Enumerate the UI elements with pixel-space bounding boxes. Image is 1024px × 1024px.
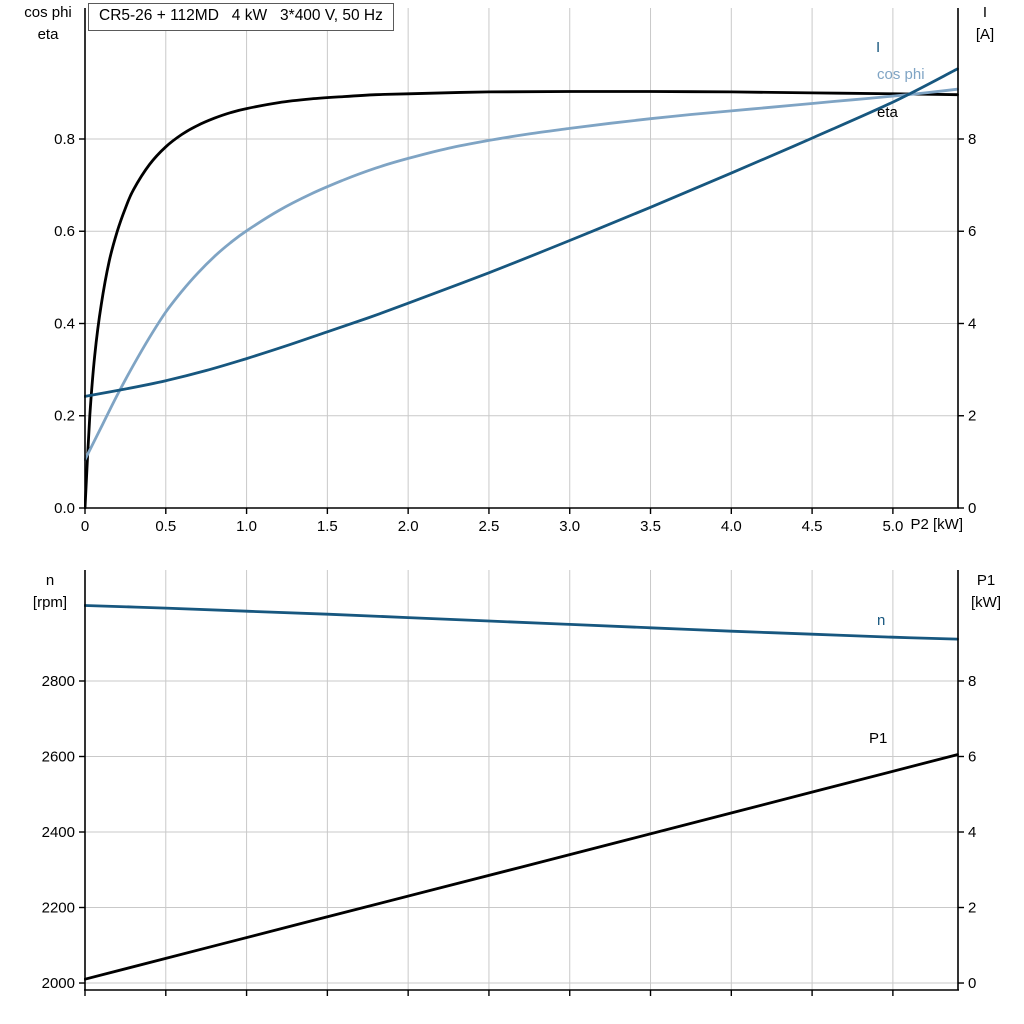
series-eta-curve [84,90,959,509]
axis-label-eta: eta [37,26,59,43]
series-P1-curve [84,753,959,981]
chart-1-group: n P1 2000 2200 2400 2600 2800 0 2 4 6 8 [42,570,976,996]
y-left-tick-label: 0.6 [54,223,75,240]
series-cos-phi-curve [84,87,959,461]
x-tick-label: 2.0 [398,518,419,535]
y-right-tick-label: 2 [968,408,976,425]
y-left-tick-label: 2000 [42,975,75,992]
axis-label-current-unit: [A] [975,26,995,43]
y-right-tick-label: 4 [968,824,976,841]
y-right-tick-label: 4 [968,315,976,332]
y-left-tick-label: 2600 [42,748,75,765]
x-tick-label: 0.5 [155,518,176,535]
x-tick-label: 4.5 [802,518,823,535]
y-right-tick-label: 6 [968,223,976,240]
y-right-tick-label: 2 [968,900,976,917]
axis-label-current: I [982,4,988,21]
axis-label-cos-phi: cos phi [24,4,72,21]
y-left-tick-label: 0.0 [54,500,75,517]
axis-label-speed-unit: [rpm] [32,594,68,611]
axis-label-speed: n [45,572,55,589]
chart-title: CR5-26 + 112MD 4 kW 3*400 V, 50 Hz [88,3,394,31]
x-tick-label: 3.5 [640,518,661,535]
y-left-tick-label: 2200 [42,900,75,917]
y-left-tick-label: 0.8 [54,131,75,148]
x-tick-label: 0 [81,518,89,535]
bottom-chart-left-axis-label: n [rpm] [12,570,88,614]
series-I-curve [84,67,959,398]
axis-label-p1: P1 [976,572,996,589]
series-n-label: n [877,612,885,629]
y-left-tick-label: 0.2 [54,408,75,425]
y-right-tick-label: 0 [968,975,976,992]
axis-label-p1-unit: [kW] [971,594,1001,611]
x-axis-label: P2 [kW] [910,516,963,533]
y-left-tick-label: 2800 [42,673,75,690]
y-right-tick-label: 8 [968,673,976,690]
series-I-label: I [876,39,880,56]
y-right-tick-label: 0 [968,500,976,517]
top-chart-left-axis-label: cos phi eta [10,2,86,46]
series-P1-label: P1 [869,730,887,747]
x-tick-label: 4.0 [721,518,742,535]
x-tick-label: 2.5 [479,518,500,535]
y-right-tick-label: 8 [968,131,976,148]
y-right-tick-label: 6 [968,748,976,765]
y-left-tick-label: 0.4 [54,315,75,332]
bottom-chart-right-axis-label: P1 [kW] [959,570,1013,614]
x-tick-label: 5.0 [882,518,903,535]
series-n-curve [84,604,959,641]
series-cos-phi-label: cos phi [877,66,925,83]
top-chart-right-axis-label: I [A] [958,2,1012,46]
x-tick-label: 1.0 [236,518,257,535]
y-left-tick-label: 2400 [42,824,75,841]
x-tick-label: 1.5 [317,518,338,535]
x-tick-label: 3.0 [559,518,580,535]
